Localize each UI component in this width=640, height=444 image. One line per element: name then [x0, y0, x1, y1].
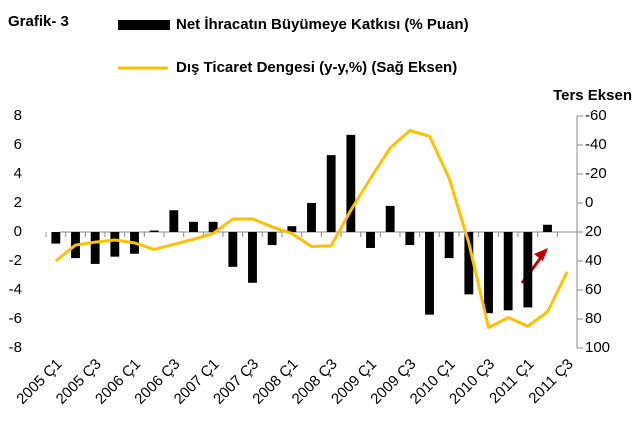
bar [267, 232, 277, 246]
bar [444, 232, 454, 259]
bar [90, 232, 100, 264]
bar [326, 155, 336, 232]
bar [366, 232, 375, 248]
bar [189, 221, 198, 232]
bar [464, 232, 474, 295]
legend-label: Net İhracatın Büyümeye Katkısı (% Puan) [176, 16, 469, 33]
bar [149, 230, 159, 232]
bar [228, 232, 238, 267]
y-tick-label: 2 [14, 194, 22, 211]
bar [523, 232, 533, 308]
bar [110, 232, 120, 257]
y-tick-label: -6 [9, 310, 22, 327]
y-tick-label: -8 [9, 339, 22, 356]
y-tick-label: 8 [14, 107, 22, 124]
legend: Net İhracatın Büyümeye Katkısı (% Puan) D… [118, 16, 469, 76]
y-tick-label: -4 [9, 281, 22, 298]
y-tick-label: 4 [14, 165, 22, 182]
line [54, 129, 569, 330]
bar [543, 224, 552, 232]
legend-swatch [118, 20, 170, 30]
y2-tick-label: 20 [585, 223, 602, 240]
legend-label: Dış Ticaret Dengesi (y-y,%) (Sağ Eksen) [176, 59, 457, 76]
y2-tick-label: -20 [585, 165, 607, 182]
bar [346, 134, 356, 232]
arrow-head [534, 248, 548, 261]
bar [503, 232, 513, 311]
bar [484, 232, 493, 314]
y2-tick-label: 60 [585, 281, 602, 298]
bar [405, 232, 415, 246]
y2-axis-note: Ters Eksen [553, 87, 632, 104]
y2-tick-label: 100 [585, 339, 610, 356]
y2-tick-label: -40 [585, 136, 607, 153]
y2-tick-label: 0 [585, 194, 593, 211]
bar [248, 232, 257, 283]
y-tick-label: 6 [14, 136, 22, 153]
y-tick-label: -2 [9, 252, 22, 269]
y2-tick-label: 80 [585, 310, 602, 327]
bar [385, 205, 395, 232]
chart-title: Grafik- 3 [8, 13, 69, 30]
bar [51, 232, 61, 244]
y-tick-label: 0 [14, 223, 22, 240]
bar [208, 221, 218, 232]
bar [169, 210, 179, 232]
y2-tick-label: -60 [585, 107, 607, 124]
bar [425, 232, 434, 315]
bar [287, 226, 297, 232]
y2-tick-label: 40 [585, 252, 602, 269]
bar [307, 203, 316, 232]
